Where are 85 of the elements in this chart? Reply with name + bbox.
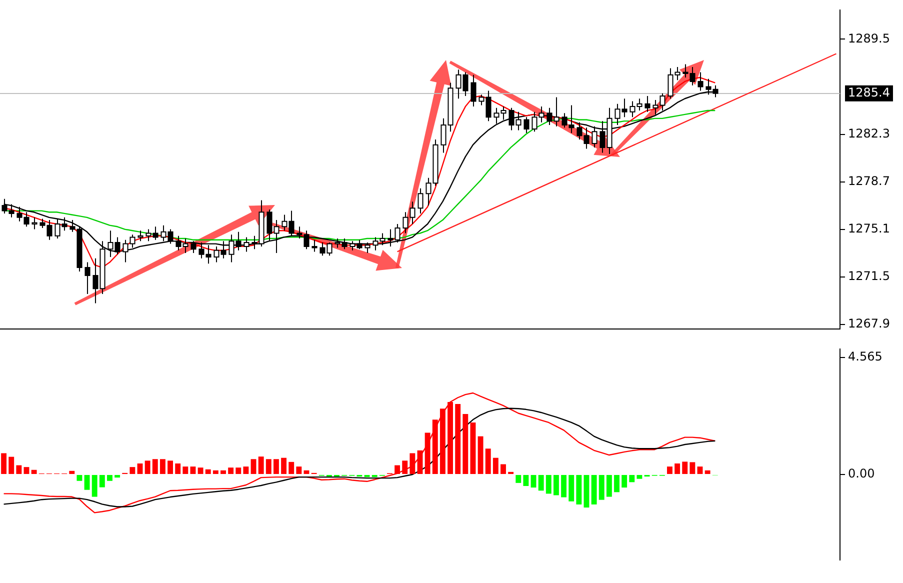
bar: [584, 474, 590, 508]
bar: [402, 460, 408, 474]
bar: [152, 459, 158, 474]
bar: [667, 466, 672, 474]
bar: [220, 470, 226, 474]
bar: [372, 474, 378, 478]
bar: [1, 453, 7, 474]
bar: [228, 468, 234, 474]
y-tick-label: 4.565: [848, 350, 882, 364]
bar: [591, 474, 597, 504]
bar: [364, 474, 370, 478]
y-tick-label: 0.00: [848, 466, 875, 481]
bar: [212, 470, 218, 474]
bar: [606, 474, 612, 497]
bar: [455, 404, 461, 474]
bar: [8, 456, 14, 474]
bar: [424, 432, 430, 474]
bar: [614, 474, 620, 492]
y-tick-label: 1271.5: [848, 268, 890, 283]
bar: [304, 470, 310, 474]
ref-line-label: 1285.4: [848, 85, 890, 100]
bar: [281, 458, 287, 474]
bar: [598, 474, 604, 500]
bar: [417, 450, 423, 474]
bar: [546, 474, 552, 494]
bar: [485, 448, 491, 474]
bar: [92, 474, 98, 497]
bar: [500, 464, 506, 474]
bar: [576, 474, 582, 504]
bar: [690, 462, 696, 474]
y-tick-label: 1275.1: [848, 221, 890, 236]
y-tick-label: 1278.7: [848, 174, 890, 188]
bar: [168, 460, 173, 474]
bar: [636, 474, 642, 479]
bar: [568, 474, 574, 502]
bar: [205, 469, 211, 474]
y-tick-label: 1282.3: [848, 126, 890, 140]
bar: [107, 474, 112, 481]
bar: [629, 474, 635, 482]
bar: [24, 467, 30, 474]
bar: [697, 466, 703, 474]
bar: [296, 466, 302, 474]
bar: [561, 474, 567, 498]
bar: [236, 468, 242, 474]
bar: [273, 459, 279, 474]
bar: [130, 467, 136, 474]
bar: [114, 474, 120, 478]
bar: [492, 458, 498, 474]
bar: [76, 474, 82, 481]
bar: [243, 466, 249, 474]
bar: [198, 468, 204, 474]
bar: [69, 470, 75, 474]
bar: [478, 436, 484, 474]
bar: [137, 463, 143, 474]
bar: [470, 422, 476, 474]
bar: [394, 465, 400, 474]
bar: [523, 474, 529, 486]
bar: [31, 470, 37, 474]
bar: [84, 474, 90, 490]
bar: [448, 402, 453, 474]
bar: [462, 414, 468, 474]
bar: [704, 470, 710, 474]
bar: [410, 453, 416, 474]
bar: [538, 474, 544, 491]
bar: [440, 408, 446, 474]
bar: [516, 474, 522, 483]
bar: [266, 459, 272, 474]
bar: [682, 462, 688, 474]
bar: [288, 462, 294, 474]
bar: [674, 463, 680, 474]
bar: [182, 466, 188, 474]
y-tick-label: 1267.9: [848, 316, 890, 330]
y-tick-label: 1289.5: [848, 31, 890, 46]
bar: [144, 460, 150, 474]
bar: [99, 474, 105, 488]
bar: [175, 463, 181, 474]
bar: [250, 459, 256, 474]
bar: [190, 466, 196, 474]
bar: [622, 474, 628, 488]
bar: [553, 474, 559, 496]
bar: [16, 465, 22, 474]
bar: [432, 420, 438, 474]
bar: [258, 456, 264, 474]
bar: [160, 459, 166, 474]
bar: [530, 474, 536, 488]
